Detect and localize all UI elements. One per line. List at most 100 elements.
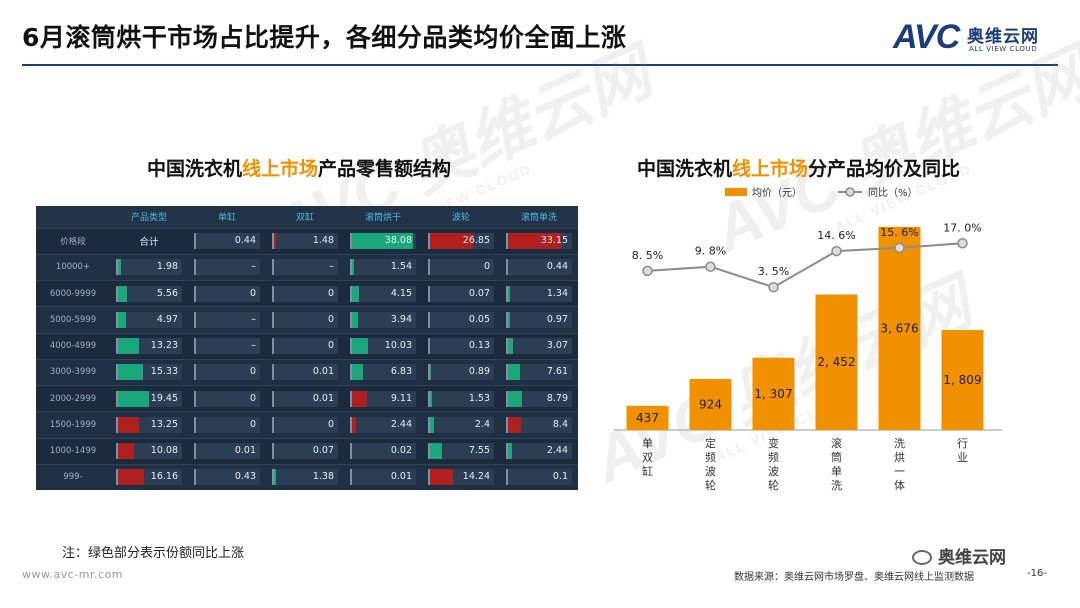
table-cell-box: 4.15 xyxy=(350,285,416,302)
table-cell-value: 0 xyxy=(327,313,334,325)
table-cell: – xyxy=(188,332,266,360)
table-cell: 0.02 xyxy=(344,437,422,465)
table-cell: 2.4 xyxy=(422,411,500,439)
table-cell-value: 0.43 xyxy=(234,471,256,483)
table-cell: 19.45 xyxy=(110,385,188,412)
table-cell-value: 5.56 xyxy=(156,287,178,299)
table-cell-box: 5.56 xyxy=(116,285,182,302)
table-cell: 0 xyxy=(422,253,500,281)
table-cell-value: 0.01 xyxy=(390,471,412,483)
table-cell-box: 8.79 xyxy=(506,390,572,407)
yoy-label: 3. 5% xyxy=(758,265,789,278)
x-tick-label: 定频波轮 xyxy=(705,436,716,492)
table-cell: 13.25 xyxy=(110,411,188,439)
table-value-bar xyxy=(352,390,367,407)
legend-bar-swatch xyxy=(725,188,747,196)
table-cell-box: – xyxy=(194,311,260,328)
table-cell-value: – xyxy=(251,313,256,325)
data-source: 数据来源：奥维云网市场罗盘、奥维云网线上监测数据 xyxy=(734,572,974,583)
table-cell-box: 0.07 xyxy=(428,285,494,302)
bar-value-label: 1, 809 xyxy=(943,373,981,387)
table-cell-value: 0.44 xyxy=(234,235,256,247)
table-cell-box: 6.83 xyxy=(350,364,416,381)
bar-value-label: 3, 676 xyxy=(880,321,918,335)
yoy-label: 8. 5% xyxy=(632,249,663,262)
bar xyxy=(626,405,669,430)
table-cell: 0.44 xyxy=(188,227,266,255)
table-cell-box: 38.08 xyxy=(350,233,416,250)
table-cell-box: 13.23 xyxy=(116,338,182,355)
table-cell: 26.85 xyxy=(422,227,500,255)
table-cell-box: 19.45 xyxy=(116,390,182,407)
legend-line-marker xyxy=(845,187,855,197)
table-cell: 0.13 xyxy=(422,332,500,360)
table-cell: – xyxy=(188,306,266,334)
table-cell: 0.01 xyxy=(188,437,266,465)
table-row-header: 1500-1999 xyxy=(36,411,110,439)
table-row: 1500-1999 13.25 0 0 2.44 2.4 8.4 xyxy=(36,411,578,439)
table-cell: 0 xyxy=(266,306,344,334)
table-cell-value: 38.08 xyxy=(384,235,412,247)
table-cell-box: 9.11 xyxy=(350,390,416,407)
table-value-bar xyxy=(508,233,562,250)
table-cell-value: 2.44 xyxy=(546,445,568,457)
table-cell: 16.16 xyxy=(110,463,188,490)
table-cell-value: 10.03 xyxy=(384,340,412,352)
table-cell: 0 xyxy=(266,280,344,307)
table-row: 10000+ 1.98 – – 1.54 0 0.44 xyxy=(36,253,578,281)
retail-structure-table: 产品类型 单缸 双缸 滚筒烘干 波轮 滚筒单洗 价格段 合计 0.44 1.48 38.08 26.… xyxy=(36,206,578,490)
table-cell-value: 3.07 xyxy=(546,340,568,352)
table-column-header: 滚筒单洗 xyxy=(500,206,578,228)
table-cell-box: – xyxy=(272,259,338,276)
page-title: 6月滚筒烘干市场占比提升，各细分品类均价全面上涨 xyxy=(22,23,627,52)
page-number: -16- xyxy=(1027,568,1047,579)
table-value-bar xyxy=(352,416,356,433)
table-value-bar xyxy=(118,443,135,460)
table-cell-value: – xyxy=(251,261,256,273)
table-cell: 5.56 xyxy=(110,280,188,307)
table-cell-box: – xyxy=(194,338,260,355)
table-row: 4000-4999 13.23 – 0 10.03 0.13 3.07 xyxy=(36,332,578,360)
table-value-bar xyxy=(430,416,434,433)
table-cell: 38.08 xyxy=(344,227,422,255)
table-cell-box: 0.13 xyxy=(428,338,494,355)
table-cell: 6.83 xyxy=(344,358,422,386)
table-value-bar xyxy=(118,469,144,486)
table-value-bar xyxy=(508,416,522,433)
legend-bar-label: 均价（元） xyxy=(752,187,802,199)
table-cell-value: 0.01 xyxy=(312,392,334,404)
x-tick-label: 滚筒单洗 xyxy=(831,436,842,492)
table-value-bar xyxy=(352,364,363,381)
table-cell: 0 xyxy=(266,332,344,360)
table-value-bar xyxy=(508,285,511,302)
table-cell-box: 33.15 xyxy=(506,233,572,250)
table-value-bar xyxy=(118,416,140,433)
table-cell-box: 0 xyxy=(272,285,338,302)
table-cell-value: 0.07 xyxy=(312,445,334,457)
table-cell-value: – xyxy=(251,340,256,352)
table-cell: 0.44 xyxy=(500,253,578,281)
table-cell: 0.43 xyxy=(188,463,266,490)
table-row-header: 6000-9999 xyxy=(36,280,110,307)
table-value-bar xyxy=(274,233,277,250)
yoy-point xyxy=(642,265,653,277)
table-cell: 10.03 xyxy=(344,332,422,360)
table-cell-value: 13.25 xyxy=(150,418,178,430)
table-cell: 1.38 xyxy=(266,463,344,490)
table-value-bar xyxy=(508,443,512,460)
table-cell: 1.54 xyxy=(344,253,422,281)
table-cell-value: 6.83 xyxy=(390,366,412,378)
table-cell-value: 0 xyxy=(327,340,334,352)
table-cell: 1.48 xyxy=(266,227,344,255)
table-cell-value: 1.54 xyxy=(390,261,412,273)
table-cell: 3.07 xyxy=(500,332,578,360)
table-value-bar xyxy=(430,443,443,460)
table-cell-value: 0 xyxy=(249,366,256,378)
table-cell-value: 0.44 xyxy=(546,261,568,273)
bar xyxy=(689,378,732,430)
table-cell: 0 xyxy=(188,411,266,439)
table-cell-value: 0.01 xyxy=(312,366,334,378)
table-row: 999- 16.16 0.43 1.38 0.01 14.24 0.1 xyxy=(36,463,578,490)
table-cell-value: 9.11 xyxy=(390,392,412,404)
table-cell-box: 0.43 xyxy=(194,469,260,486)
